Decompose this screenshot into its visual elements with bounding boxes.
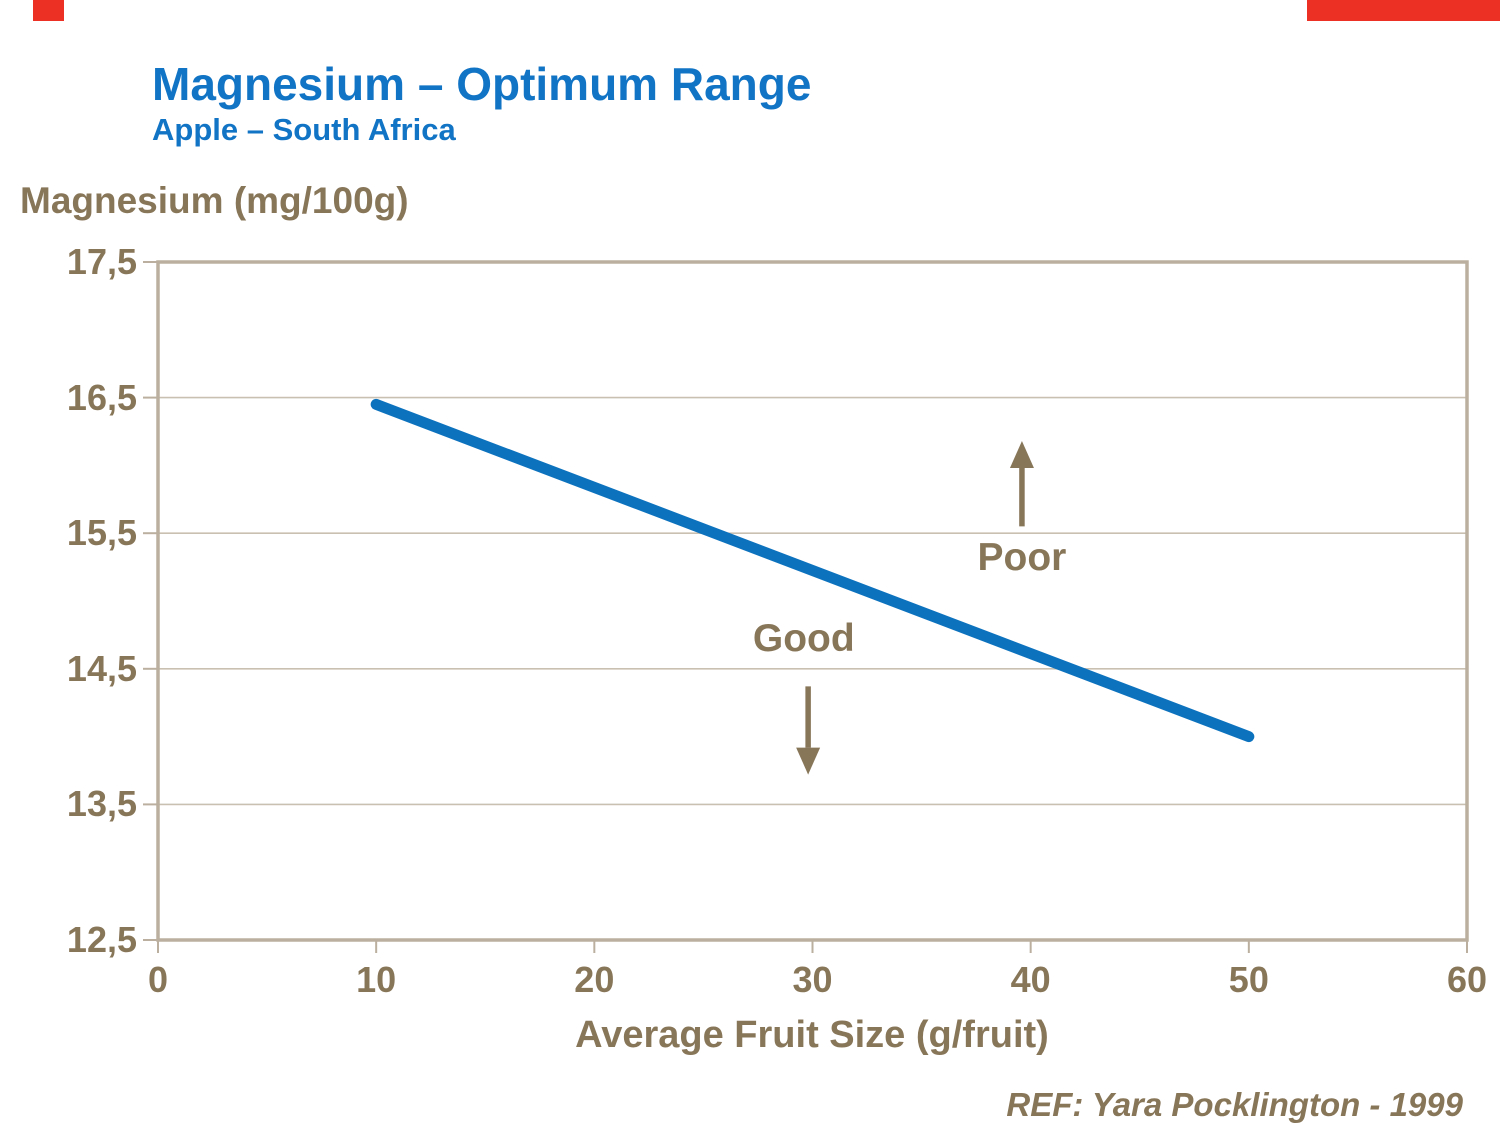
x-tick-label: 50	[1228, 959, 1269, 1000]
good-arrowhead-icon	[796, 747, 821, 775]
x-tick-label: 20	[574, 959, 615, 1000]
y-tick-label: 15,5	[66, 512, 137, 554]
reference-citation: REF: Yara Pocklington - 1999	[1006, 1086, 1463, 1123]
red-accent-bar-left	[33, 0, 64, 21]
x-axis-title: Average Fruit Size (g/fruit)	[575, 1014, 1049, 1056]
x-tick-label: 30	[792, 959, 833, 1000]
optimum-magnesium-line	[370, 398, 1255, 743]
page-subtitle: Apple – South Africa	[152, 112, 456, 147]
poor-label: Poor	[977, 535, 1067, 579]
red-accent-bar-right	[1307, 0, 1500, 21]
y-axis-title: Magnesium (mg/100g)	[20, 180, 409, 221]
x-tick-label: 0	[147, 959, 169, 1000]
good-label: Good	[752, 616, 855, 660]
y-tick-label: 17,5	[66, 241, 137, 282]
x-tick-label: 10	[356, 959, 397, 1000]
plot-border	[156, 260, 1469, 942]
y-tick-label: 14,5	[66, 647, 137, 689]
x-tick-label: 40	[1010, 959, 1051, 1000]
y-tick-label: 16,5	[66, 376, 137, 418]
poor-arrowhead-icon	[1009, 440, 1034, 468]
y-tick-label: 12,5	[66, 919, 137, 960]
x-tick-label: 60	[1446, 959, 1488, 1000]
y-tick-label: 13,5	[66, 783, 137, 825]
page-title: Magnesium – Optimum Range	[152, 58, 812, 110]
